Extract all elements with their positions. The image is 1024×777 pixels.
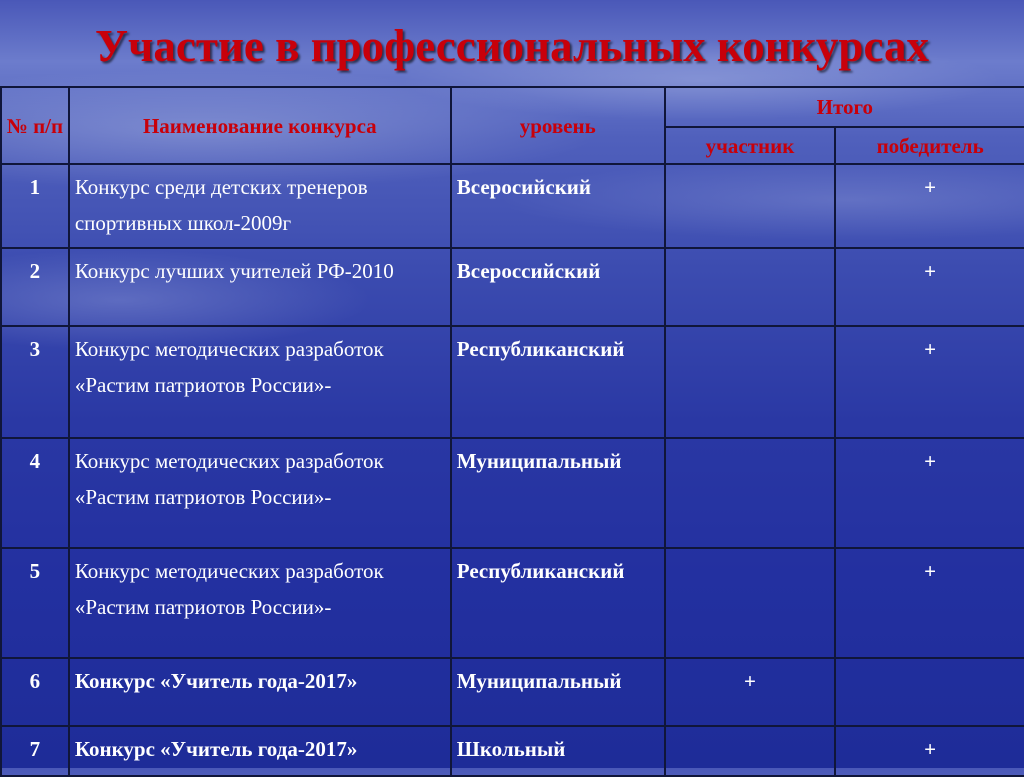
competition-level: Республиканский [449, 325, 666, 439]
competition-level: Муниципальный [449, 657, 666, 727]
participant-mark [663, 547, 837, 659]
competition-name: Конкурс «Учитель года-2017» [67, 657, 452, 727]
header-winner: победитель [834, 126, 1024, 165]
competition-name: Конкурс методических разработок «Растим … [67, 547, 452, 659]
table-row: 4 Конкурс методических разработок «Растим… [0, 437, 1024, 549]
participant-mark [663, 163, 837, 249]
header-participant: участник [663, 126, 837, 165]
row-number: 3 [0, 325, 70, 439]
slide-title: Участие в профессиональных конкурсах [95, 21, 929, 71]
winner-mark: + [834, 437, 1024, 549]
winner-mark: + [834, 247, 1024, 327]
competition-level: Всеросийский [449, 163, 666, 249]
table-row: 6 Конкурс «Учитель года-2017» Муниципальны… [0, 657, 1024, 727]
competition-name: Конкурс методических разработок «Растим … [67, 437, 452, 549]
header-total: Итого [663, 86, 1024, 128]
row-number: 6 [0, 657, 70, 727]
competitions-table: № п/п Наименование конкурса уровень Итог… [0, 86, 1024, 777]
table-row: 3 Конкурс методических разработок «Растим… [0, 325, 1024, 439]
participant-mark [663, 325, 837, 439]
competition-name: Конкурс среди детских тренеров спортивны… [67, 163, 452, 249]
winner-mark: + [834, 547, 1024, 659]
table-row: 5 Конкурс методических разработок «Растим… [0, 547, 1024, 659]
competition-level: Муниципальный [449, 437, 666, 549]
table-row: 1 Конкурс среди детских тренеров спортивн… [0, 163, 1024, 249]
winner-mark [834, 657, 1024, 727]
row-number: 5 [0, 547, 70, 659]
header-num: № п/п [0, 86, 70, 165]
winner-mark: + [834, 325, 1024, 439]
row-number: 7 [0, 725, 70, 777]
participant-mark: + [663, 657, 837, 727]
participant-mark [663, 247, 837, 327]
competition-level: Всероссийский [449, 247, 666, 327]
competition-level: Республиканский [449, 547, 666, 659]
competition-name: Конкурс методических разработок «Растим … [67, 325, 452, 439]
participant-mark [663, 437, 837, 549]
row-number: 2 [0, 247, 70, 327]
row-number: 4 [0, 437, 70, 549]
winner-mark: + [834, 163, 1024, 249]
participant-mark [663, 725, 837, 777]
header-level: уровень [449, 86, 666, 165]
competition-name: Конкурс «Учитель года-2017» [67, 725, 452, 777]
competition-name: Конкурс лучших учителей РФ-2010 [67, 247, 452, 327]
winner-mark: + [834, 725, 1024, 777]
competition-level: Школьный [449, 725, 666, 777]
table-row: 2 Конкурс лучших учителей РФ-2010 Всеросси… [0, 247, 1024, 327]
table-row: 7 Конкурс «Учитель года-2017» Школьный + [0, 725, 1024, 777]
header-name: Наименование конкурса [67, 86, 452, 165]
row-number: 1 [0, 163, 70, 249]
